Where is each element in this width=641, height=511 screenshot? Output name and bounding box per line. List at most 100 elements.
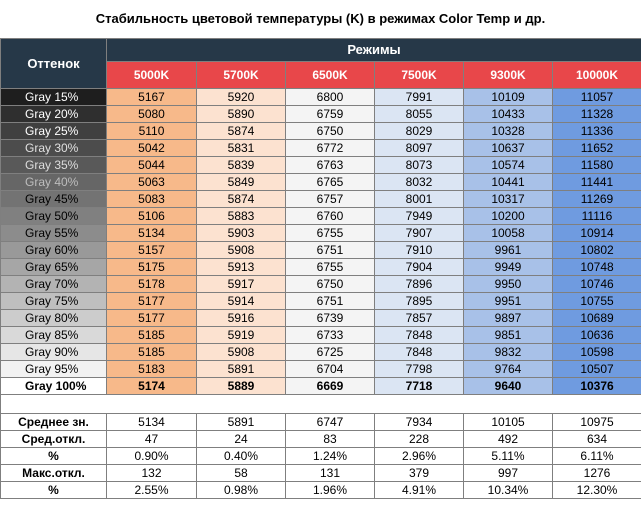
shade-label: Gray 20% xyxy=(0,105,107,123)
stat-value-cell: 634 xyxy=(552,430,641,448)
temp-value-cell: 6751 xyxy=(285,241,375,259)
stat-value-cell: 997 xyxy=(463,464,553,482)
temp-value-cell: 5175 xyxy=(106,258,197,276)
shade-column-header: Оттенок xyxy=(0,38,107,89)
table-row: Gray 40% 5063 5849 6765 8032 10441 11441 xyxy=(0,173,641,191)
temp-value-cell: 5063 xyxy=(106,173,197,191)
shade-label: Gray 25% xyxy=(0,122,107,140)
temp-value-cell: 5917 xyxy=(196,275,286,293)
temp-value-cell: 5134 xyxy=(106,224,197,242)
temp-value-cell: 5920 xyxy=(196,88,286,106)
table-row: Gray 15% 5167 5920 6800 7991 10109 11057 xyxy=(0,88,641,106)
temp-value-cell: 5044 xyxy=(106,156,197,174)
stat-value-cell: 132 xyxy=(106,464,197,482)
stat-value-cell: 7934 xyxy=(374,413,464,431)
table-row: Gray 95% 5183 5891 6704 7798 9764 10507 xyxy=(0,360,641,378)
stat-value-cell: 0.40% xyxy=(196,447,286,465)
table-row: Gray 35% 5044 5839 6763 8073 10574 11580 xyxy=(0,156,641,174)
temp-value-cell: 10317 xyxy=(463,190,553,208)
stats-row: Среднее зн. 5134 5891 6747 7934 10105 10975 xyxy=(0,413,641,431)
shade-label: Gray 30% xyxy=(0,139,107,157)
temp-value-cell: 11652 xyxy=(552,139,641,157)
temp-value-cell: 5919 xyxy=(196,326,286,344)
temp-value-cell: 5913 xyxy=(196,258,286,276)
temp-value-cell: 8097 xyxy=(374,139,464,157)
temp-value-cell: 5849 xyxy=(196,173,286,191)
table-row: Gray 50% 5106 5883 6760 7949 10200 11116 xyxy=(0,207,641,225)
temp-value-cell: 8032 xyxy=(374,173,464,191)
temp-value-cell: 6760 xyxy=(285,207,375,225)
stat-label: Среднее зн. xyxy=(0,413,107,431)
shade-label: Gray 75% xyxy=(0,292,107,310)
temp-value-cell: 9949 xyxy=(463,258,553,276)
temp-value-cell: 6733 xyxy=(285,326,375,344)
temp-value-cell: 10058 xyxy=(463,224,553,242)
table-row: Gray 30% 5042 5831 6772 8097 10637 11652 xyxy=(0,139,641,157)
temp-value-cell: 5908 xyxy=(196,343,286,361)
shade-label: Gray 85% xyxy=(0,326,107,344)
stat-value-cell: 0.90% xyxy=(106,447,197,465)
stat-value-cell: 10.34% xyxy=(463,481,553,499)
temp-value-cell: 6763 xyxy=(285,156,375,174)
mode-header-10000k: 10000K xyxy=(552,61,641,89)
temp-value-cell: 10200 xyxy=(463,207,553,225)
temp-value-cell: 10507 xyxy=(552,360,641,378)
stat-value-cell: 2.55% xyxy=(106,481,197,499)
temp-value-cell: 5167 xyxy=(106,88,197,106)
stat-value-cell: 24 xyxy=(196,430,286,448)
mode-header-5700k: 5700K xyxy=(196,61,286,89)
table-row: Gray 80% 5177 5916 6739 7857 9897 10689 xyxy=(0,309,641,327)
temp-value-cell: 6757 xyxy=(285,190,375,208)
temp-value-cell: 10598 xyxy=(552,343,641,361)
table-body: Gray 15% 5167 5920 6800 7991 10109 11057 Gray 2… xyxy=(0,88,641,395)
temp-value-cell: 5174 xyxy=(106,377,197,395)
color-temp-table: Оттенок Режимы 5000K 5700K 6500K 7500K 9300K… xyxy=(0,38,641,499)
temp-value-cell: 10574 xyxy=(463,156,553,174)
temp-value-cell: 6772 xyxy=(285,139,375,157)
table-row: Gray 75% 5177 5914 6751 7895 9951 10755 xyxy=(0,292,641,310)
mode-header-6500k: 6500K xyxy=(285,61,375,89)
temp-value-cell: 8055 xyxy=(374,105,464,123)
temp-value-cell: 10328 xyxy=(463,122,553,140)
stats-row: Сред.откл. 47 24 83 228 492 634 xyxy=(0,430,641,448)
temp-value-cell: 10376 xyxy=(552,377,641,395)
temp-value-cell: 5157 xyxy=(106,241,197,259)
temp-value-cell: 6669 xyxy=(285,377,375,395)
stat-value-cell: 10105 xyxy=(463,413,553,431)
stat-value-cell: 1.96% xyxy=(285,481,375,499)
temp-value-cell: 10755 xyxy=(552,292,641,310)
temp-value-cell: 5839 xyxy=(196,156,286,174)
temp-value-cell: 6751 xyxy=(285,292,375,310)
shade-label: Gray 95% xyxy=(0,360,107,378)
chart-title: Стабильность цветовой температуры (K) в … xyxy=(95,11,546,26)
temp-value-cell: 10637 xyxy=(463,139,553,157)
stat-value-cell: 379 xyxy=(374,464,464,482)
stat-label: Сред.откл. xyxy=(0,430,107,448)
temp-value-cell: 5042 xyxy=(106,139,197,157)
temp-value-cell: 9950 xyxy=(463,275,553,293)
temp-value-cell: 11580 xyxy=(552,156,641,174)
shade-label: Gray 80% xyxy=(0,309,107,327)
stat-label: % xyxy=(0,481,107,499)
temp-value-cell: 5831 xyxy=(196,139,286,157)
stat-label: Макс.откл. xyxy=(0,464,107,482)
stat-value-cell: 10975 xyxy=(552,413,641,431)
stat-value-cell: 2.96% xyxy=(374,447,464,465)
temp-value-cell: 10802 xyxy=(552,241,641,259)
spacer-row xyxy=(0,394,641,414)
temp-value-cell: 6739 xyxy=(285,309,375,327)
temp-value-cell: 7904 xyxy=(374,258,464,276)
temp-value-cell: 5110 xyxy=(106,122,197,140)
temp-value-cell: 11328 xyxy=(552,105,641,123)
table-row: Gray 60% 5157 5908 6751 7910 9961 10802 xyxy=(0,241,641,259)
temp-value-cell: 11116 xyxy=(552,207,641,225)
table-row: Gray 20% 5080 5890 6759 8055 10433 11328 xyxy=(0,105,641,123)
temp-value-cell: 11057 xyxy=(552,88,641,106)
temp-value-cell: 7907 xyxy=(374,224,464,242)
shade-label: Gray 70% xyxy=(0,275,107,293)
stat-value-cell: 4.91% xyxy=(374,481,464,499)
temp-value-cell: 6800 xyxy=(285,88,375,106)
temp-value-cell: 6765 xyxy=(285,173,375,191)
temp-value-cell: 9851 xyxy=(463,326,553,344)
stat-value-cell: 1276 xyxy=(552,464,641,482)
